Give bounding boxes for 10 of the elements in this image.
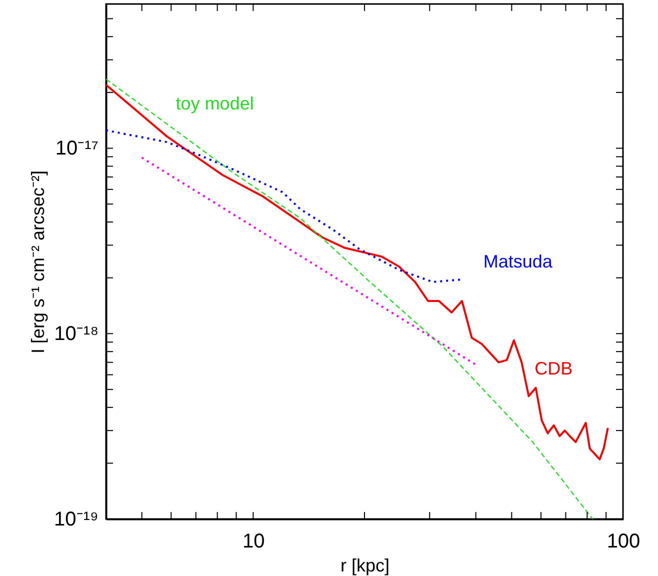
y-axis-title: I [erg s⁻¹ cm⁻² arcsec⁻²] <box>28 170 48 354</box>
series-label: Matsuda <box>483 251 554 272</box>
series-label: CDB <box>534 358 573 378</box>
y-tick-label: 10⁻¹⁸ <box>54 323 98 346</box>
x-axis-title: r [kpc] <box>340 556 390 576</box>
y-tick-label: 10⁻¹⁹ <box>54 508 98 530</box>
series-label: toy model <box>176 93 254 114</box>
x-tick-label: 10 <box>242 530 265 552</box>
y-tick-label: 10⁻¹⁷ <box>55 138 98 160</box>
x-tick-label: 100 <box>606 530 640 552</box>
